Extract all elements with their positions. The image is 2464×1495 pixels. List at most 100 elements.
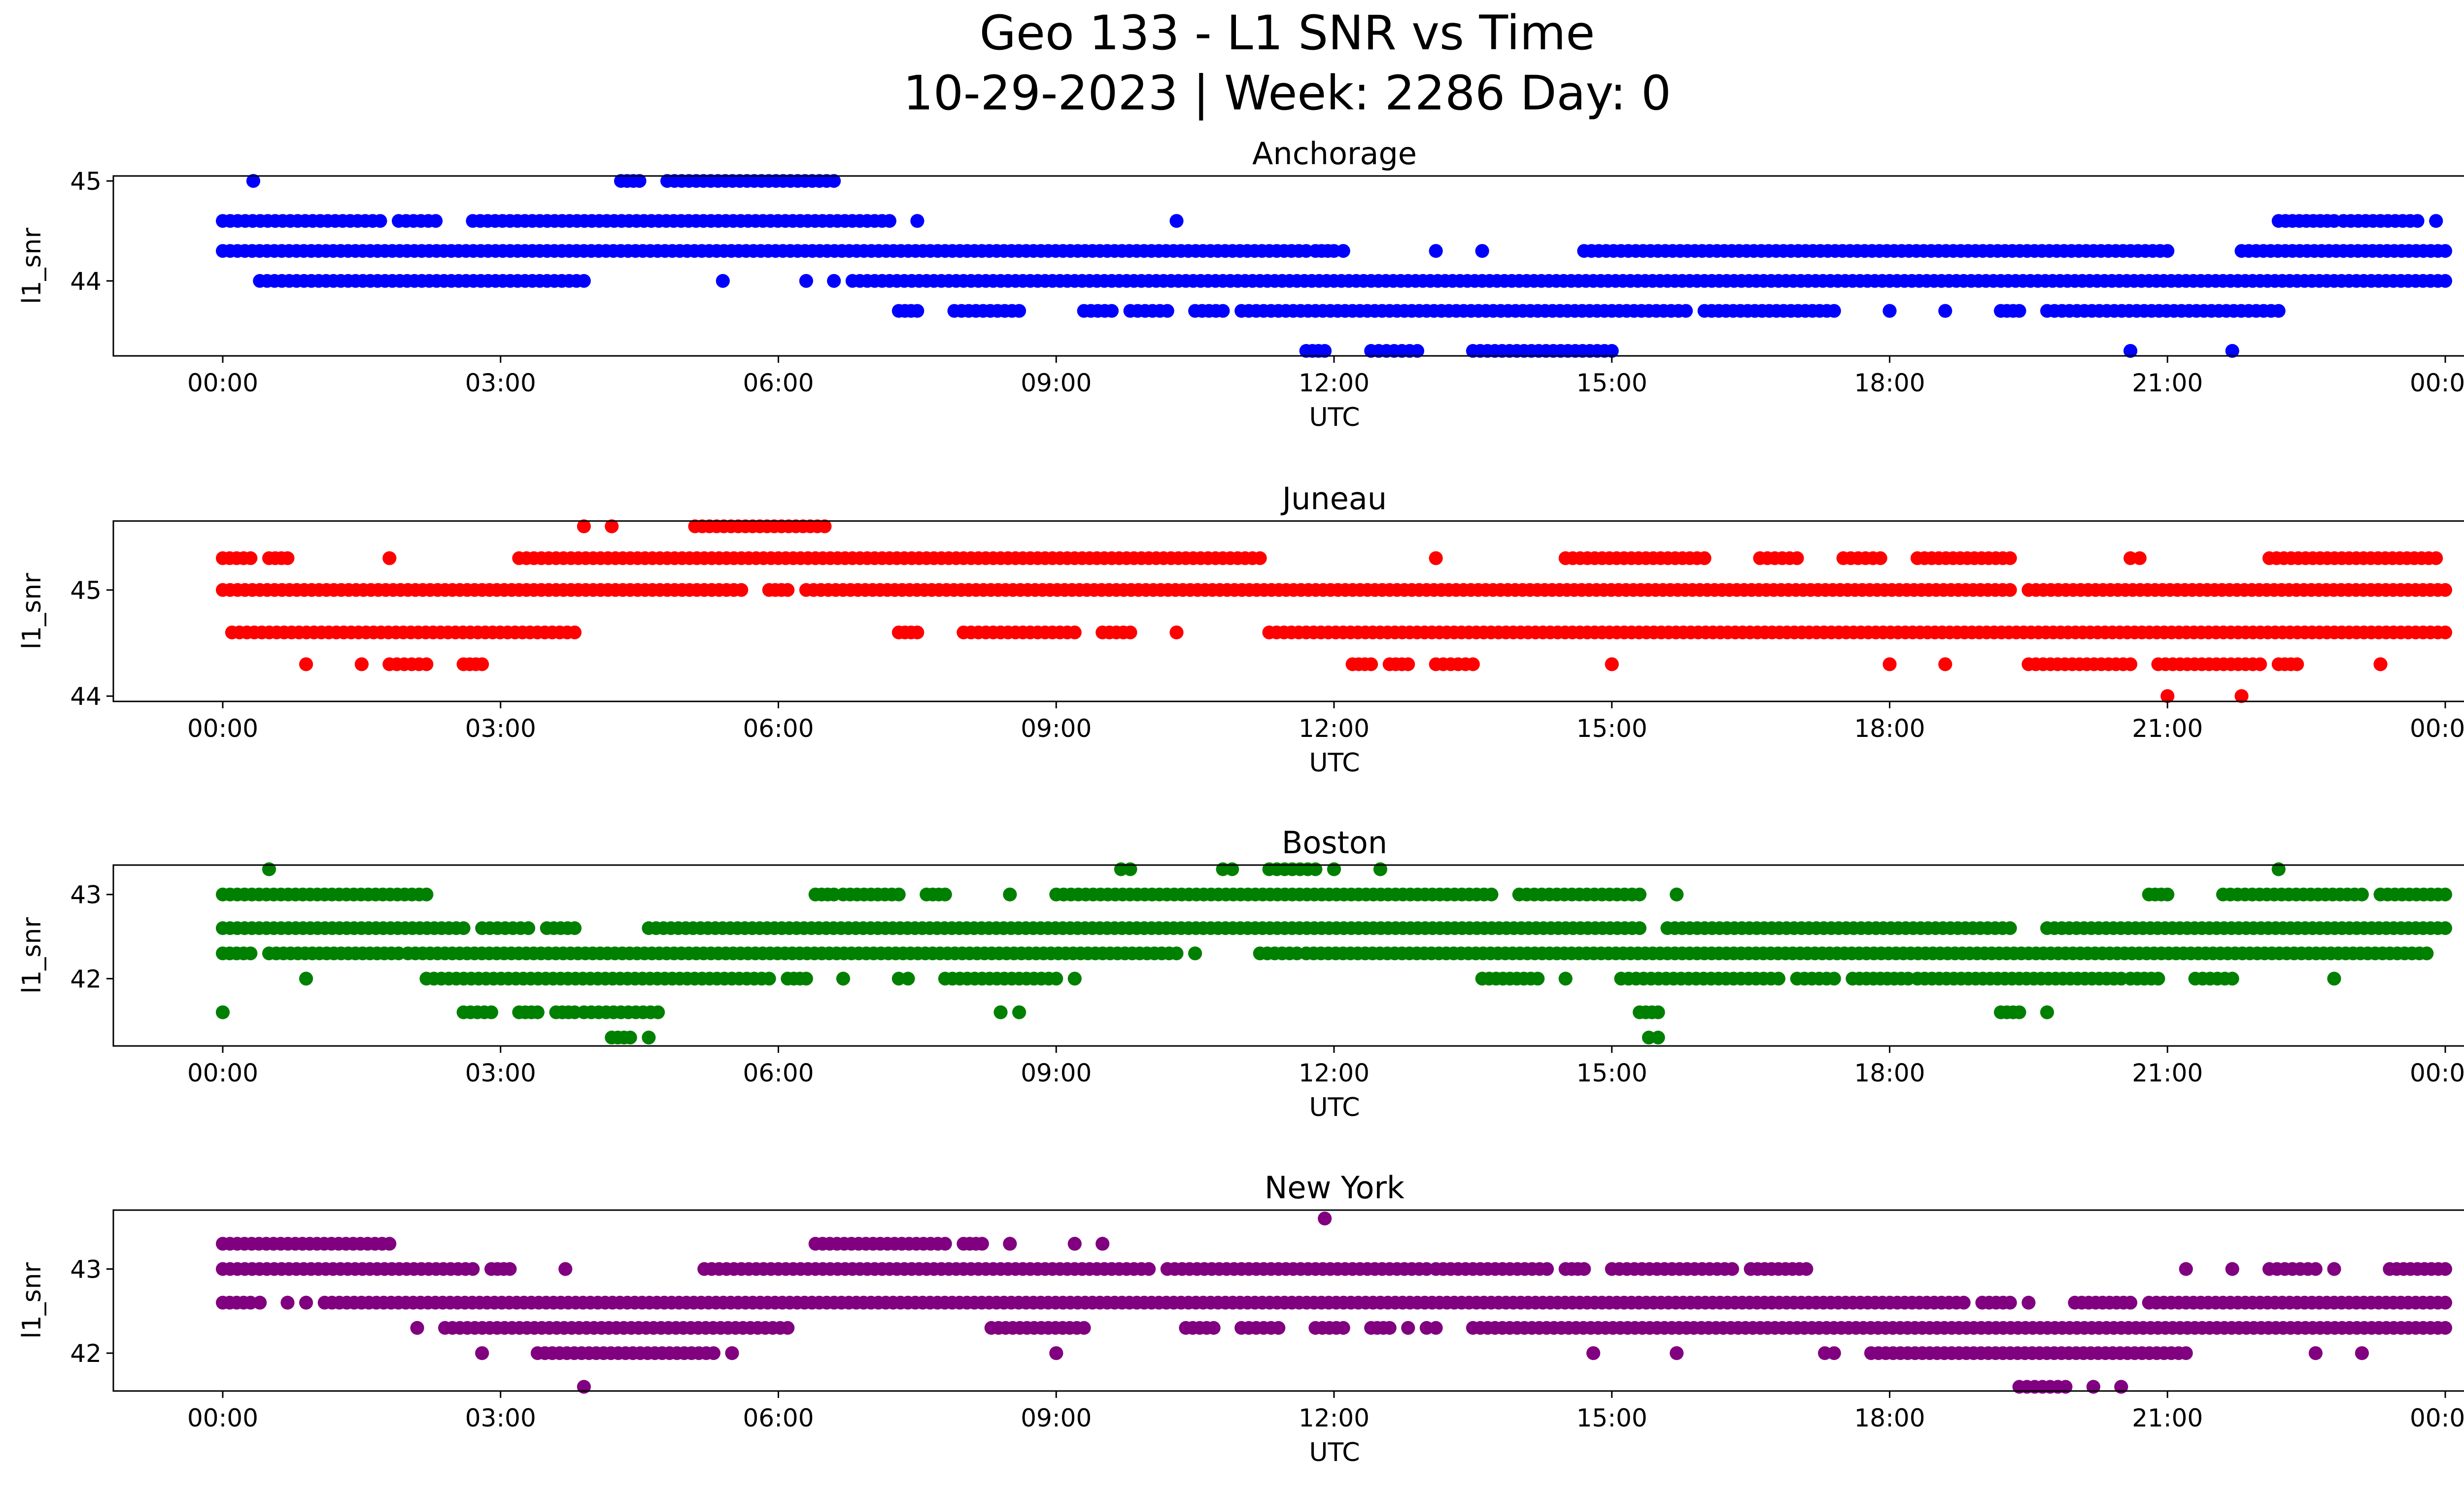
data-point: [1772, 972, 1785, 986]
data-point: [1540, 1262, 1554, 1276]
data-point: [577, 274, 591, 288]
panel-title: Juneau: [1280, 481, 1387, 517]
data-point: [605, 519, 619, 533]
data-point: [910, 626, 924, 640]
data-point: [419, 657, 434, 671]
data-point: [2225, 344, 2239, 358]
y-tick-label: 44: [70, 682, 102, 711]
y-axis-label: l1_snr: [17, 917, 47, 994]
data-point: [1429, 244, 1443, 258]
data-point: [1873, 551, 1887, 565]
x-tick-label: 03:00: [465, 1404, 536, 1432]
data-point: [781, 1321, 795, 1335]
data-point: [623, 1030, 637, 1044]
x-tick-label: 09:00: [1021, 1404, 1092, 1432]
y-tick-label: 42: [70, 1339, 102, 1368]
data-point: [2327, 1262, 2341, 1276]
data-point: [1336, 1321, 1350, 1335]
data-point: [2308, 1346, 2323, 1360]
data-point: [280, 1295, 295, 1310]
data-point: [1077, 1321, 1091, 1335]
data-point: [2355, 1346, 2369, 1360]
data-point: [891, 887, 906, 902]
x-tick-label: 00:00: [187, 714, 258, 743]
data-point: [2327, 972, 2341, 986]
data-point: [1364, 657, 1378, 671]
x-axis-label: UTC: [1309, 1438, 1360, 1467]
data-point: [577, 519, 591, 533]
data-point: [2160, 887, 2175, 902]
data-point: [382, 551, 397, 565]
data-point: [1827, 304, 1841, 318]
data-point: [1697, 551, 1711, 565]
data-point: [2410, 214, 2425, 228]
data-point: [2308, 1262, 2323, 1276]
data-point: [568, 921, 582, 935]
panel-title: New York: [1265, 1170, 1404, 1206]
x-axis-label: UTC: [1309, 403, 1360, 432]
data-point: [642, 1030, 656, 1044]
data-point: [2225, 1262, 2239, 1276]
data-point: [1586, 1346, 1601, 1360]
data-point: [2040, 1005, 2054, 1019]
x-tick-label: 09:00: [1021, 714, 1092, 743]
data-point: [1679, 304, 1693, 318]
x-tick-label: 00:00: [2410, 714, 2464, 743]
data-point: [1882, 304, 1897, 318]
data-point: [910, 214, 924, 228]
data-point: [2438, 1321, 2452, 1335]
y-axis-label: l1_snr: [17, 1262, 47, 1339]
data-point: [1605, 657, 1619, 671]
panel-anchorage: Anchorage 00:00 03:00 06:00 09:00 12:00 15:00 1…: [17, 136, 2464, 432]
data-point: [827, 274, 841, 288]
data-point: [781, 583, 795, 597]
data-point: [429, 214, 443, 228]
data-point: [2132, 551, 2147, 565]
data-point: [2234, 689, 2249, 703]
data-point: [1142, 1262, 1156, 1276]
data-point: [521, 921, 536, 935]
x-tick-label: 12:00: [1299, 369, 1369, 397]
x-tick-label: 00:00: [187, 1059, 258, 1087]
x-tick-label: 03:00: [465, 1059, 536, 1087]
data-point: [2225, 972, 2239, 986]
data-point: [827, 174, 841, 188]
data-point: [216, 1005, 230, 1019]
data-point: [2003, 583, 2017, 597]
data-point: [475, 657, 489, 671]
x-axis-label: UTC: [1309, 748, 1360, 778]
y-tick-label: 42: [70, 965, 102, 993]
data-point: [1725, 1262, 1739, 1276]
data-point: [1651, 1030, 1665, 1044]
data-point: [2373, 657, 2388, 671]
data-points: [216, 174, 2452, 358]
data-point: [1938, 657, 1952, 671]
data-point: [1169, 626, 1184, 640]
data-point: [1475, 244, 1489, 258]
y-tick-label: 45: [70, 576, 102, 605]
data-point: [707, 1346, 720, 1360]
data-point: [246, 174, 260, 188]
panel-title: Anchorage: [1252, 136, 1417, 172]
x-tick-label: 06:00: [743, 1059, 814, 1087]
x-tick-label: 15:00: [1576, 369, 1647, 397]
data-point: [410, 1321, 424, 1335]
x-tick-label: 03:00: [465, 714, 536, 743]
data-points: [216, 1212, 2452, 1394]
panel-title: Boston: [1282, 825, 1387, 861]
data-point: [1049, 1346, 1063, 1360]
data-point: [938, 1237, 952, 1251]
panel-boston: Boston 00:00 03:00 06:00 09:00 12:00 15:00 18:0…: [17, 825, 2464, 1122]
data-point: [1558, 972, 1573, 986]
data-point: [243, 551, 258, 565]
x-tick-label: 06:00: [743, 1404, 814, 1432]
data-point: [382, 1237, 397, 1251]
data-point: [2438, 583, 2452, 597]
x-tick-label: 15:00: [1576, 714, 1647, 743]
x-tick-label: 03:00: [465, 369, 536, 397]
figure-title-line2: 10-29-2023 | Week: 2286 Day: 0: [903, 66, 1672, 121]
data-point: [2179, 1262, 2193, 1276]
data-point: [883, 214, 896, 228]
data-point: [975, 1237, 989, 1251]
